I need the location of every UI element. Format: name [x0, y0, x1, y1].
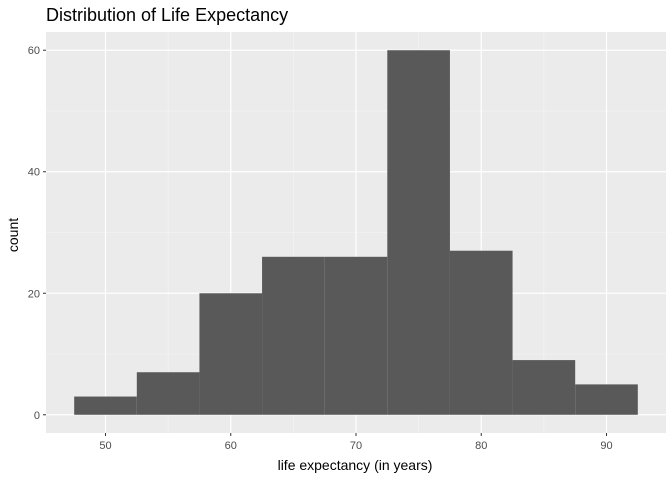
- x-tick-label: 50: [99, 440, 111, 452]
- histogram-bar-4: [262, 256, 325, 415]
- x-tick-label: 90: [600, 440, 612, 452]
- y-tick-label: 60: [28, 45, 40, 57]
- histogram-bar-8: [512, 360, 576, 415]
- histogram-bars: [74, 50, 638, 415]
- y-tick-label: 20: [28, 288, 40, 300]
- y-axis-title: count: [5, 218, 21, 252]
- y-tick-label: 0: [34, 410, 40, 422]
- x-axis-title: life expectancy (in years): [278, 457, 433, 473]
- x-tick-label: 80: [475, 440, 487, 452]
- chart-title: Distribution of Life Expectancy: [46, 5, 288, 25]
- histogram-bar-1: [74, 396, 137, 415]
- y-axis: 0 20 40 60: [28, 45, 46, 422]
- histogram-bar-7: [449, 250, 513, 415]
- histogram-bar-5: [324, 256, 388, 415]
- histogram-bar-3: [199, 293, 263, 415]
- x-axis: 50 60 70 80 90: [99, 433, 613, 452]
- x-tick-label: 60: [225, 440, 237, 452]
- y-tick-label: 40: [28, 167, 40, 179]
- histogram-bar-6: [387, 50, 450, 415]
- histogram-bar-2: [136, 372, 200, 415]
- histogram-bar-9: [575, 384, 638, 415]
- x-tick-label: 70: [350, 440, 362, 452]
